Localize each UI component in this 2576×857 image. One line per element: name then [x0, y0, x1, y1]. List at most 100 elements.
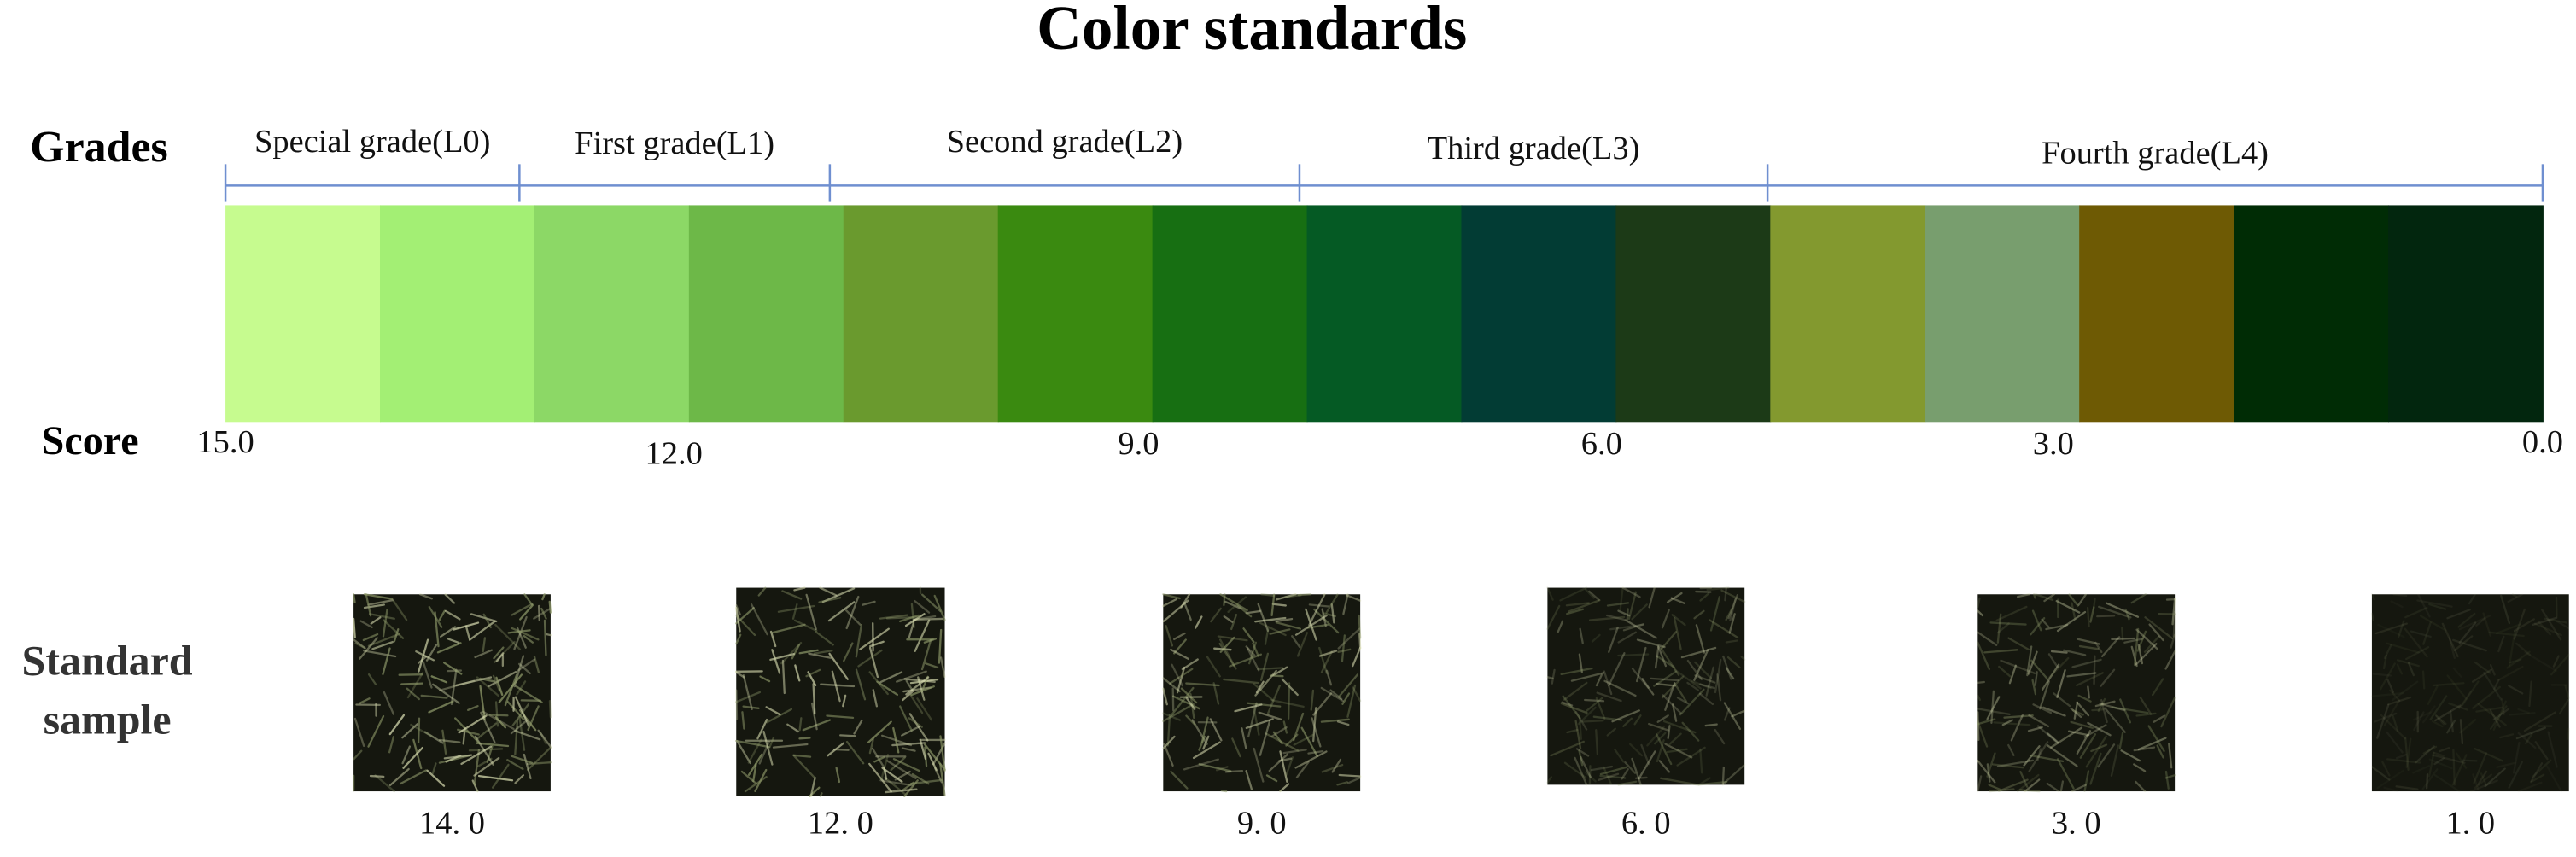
sample-image — [2370, 593, 2570, 793]
leaf-stroke — [1162, 703, 1195, 723]
leaf-stroke — [2135, 643, 2158, 666]
leaf-stroke — [383, 619, 405, 639]
leaf-stroke — [2470, 779, 2498, 793]
leaf-stroke — [2164, 770, 2170, 790]
leaf-stroke — [1694, 674, 1716, 684]
leaf-stroke — [1241, 727, 1247, 749]
leaf-stroke — [905, 679, 914, 691]
leaf-stroke — [1664, 743, 1693, 759]
leaf-stroke — [2515, 642, 2532, 656]
leaf-stroke — [2172, 610, 2176, 638]
leaf-stroke — [1181, 658, 1199, 671]
leaf-stroke — [1695, 624, 1706, 654]
leaf-stroke — [400, 769, 428, 785]
leaf-stroke — [2428, 758, 2453, 770]
leaf-stroke — [2528, 680, 2532, 708]
sample-image — [735, 586, 946, 797]
leaf-stroke — [519, 603, 534, 621]
leaf-stroke — [2071, 784, 2087, 793]
leaf-stroke — [876, 680, 899, 697]
leaf-stroke — [2024, 778, 2041, 793]
leaf-stroke — [1563, 681, 1588, 701]
leaf-stroke — [2392, 714, 2399, 733]
leaf-stroke — [1705, 666, 1714, 697]
leaf-stroke — [1180, 687, 1198, 704]
leaf-stroke — [1599, 774, 1627, 779]
leaf-stroke — [1661, 675, 1685, 699]
leaf-stroke — [2059, 780, 2065, 793]
leaf-stroke — [476, 742, 510, 748]
leaf-stroke — [747, 738, 762, 764]
leaf-stroke — [1258, 711, 1282, 721]
leaf-stroke — [2031, 679, 2037, 696]
leaf-stroke — [1577, 706, 1597, 726]
leaf-stroke — [892, 726, 900, 754]
leaf-stroke — [1284, 593, 1302, 598]
leaf-stroke — [2532, 759, 2552, 778]
leaf-stroke — [352, 617, 356, 639]
leaf-stroke — [1252, 642, 1259, 657]
leaf-stroke — [914, 619, 931, 652]
leaf-stroke — [2111, 706, 2149, 714]
leaf-stroke — [2164, 650, 2176, 670]
leaf-stroke — [2104, 707, 2126, 733]
leaf-stroke — [1574, 756, 1588, 786]
leaf-stroke — [939, 656, 946, 679]
leaf-stroke — [1704, 723, 1718, 727]
leaf-stroke — [1997, 778, 2029, 792]
leaf-stroke — [434, 611, 440, 648]
leaf-stroke — [447, 669, 462, 673]
leaf-stroke — [2459, 719, 2477, 734]
leaf-stroke — [495, 652, 505, 662]
leaf-stroke — [736, 739, 751, 765]
leaf-stroke — [2076, 638, 2101, 645]
leaf-stroke — [1272, 731, 1283, 745]
leaf-stroke — [1285, 756, 1294, 777]
leaf-stroke — [1259, 720, 1271, 756]
leaf-stroke — [1578, 653, 1583, 673]
leaf-stroke — [820, 683, 856, 688]
leaf-stroke — [1977, 641, 1990, 671]
leaf-stroke — [735, 689, 739, 720]
leaf-stroke — [1341, 634, 1346, 663]
leaf-stroke — [2008, 664, 2017, 685]
leaf-stroke — [2007, 743, 2015, 756]
score-label: 6.0 — [1581, 426, 1622, 462]
leaf-stroke — [1596, 691, 1622, 703]
leaf-stroke — [517, 662, 531, 675]
leaf-stroke — [2007, 637, 2030, 651]
leaf-stroke — [2564, 685, 2570, 700]
leaf-stroke — [1990, 690, 1995, 724]
leaf-stroke — [1662, 720, 1697, 734]
leaf-stroke — [513, 615, 528, 650]
leaf-stroke — [2500, 594, 2511, 625]
leaf-stroke — [2123, 638, 2144, 644]
leaf-stroke — [1254, 616, 1287, 623]
leaf-stroke — [2432, 682, 2465, 687]
leaf-stroke — [2545, 765, 2562, 793]
leaf-stroke — [1621, 586, 1641, 598]
leaf-stroke — [819, 792, 823, 797]
sample-image — [1977, 593, 2176, 793]
leaf-stroke — [1325, 593, 1339, 614]
leaf-stroke — [475, 722, 498, 741]
leaf-stroke — [812, 683, 816, 715]
leaf-stroke — [2068, 593, 2079, 607]
leaf-stroke — [388, 735, 395, 754]
leaf-stroke — [418, 655, 428, 664]
leaf-stroke — [793, 619, 818, 633]
leaf-stroke — [1640, 743, 1650, 766]
leaf-stroke — [442, 662, 463, 675]
leaf-stroke — [2556, 620, 2570, 629]
leaf-stroke — [2405, 737, 2412, 768]
leaf-stroke — [2097, 743, 2116, 768]
leaf-stroke — [2046, 656, 2070, 681]
leaf-stroke — [2039, 680, 2050, 710]
leaf-stroke — [927, 752, 938, 772]
leaf-stroke — [908, 713, 929, 742]
leaf-stroke — [393, 628, 400, 643]
leaf-stroke — [2071, 709, 2084, 716]
leaf-stroke — [2076, 730, 2092, 755]
leaf-stroke — [1579, 627, 1584, 644]
leaf-stroke — [2517, 708, 2530, 714]
